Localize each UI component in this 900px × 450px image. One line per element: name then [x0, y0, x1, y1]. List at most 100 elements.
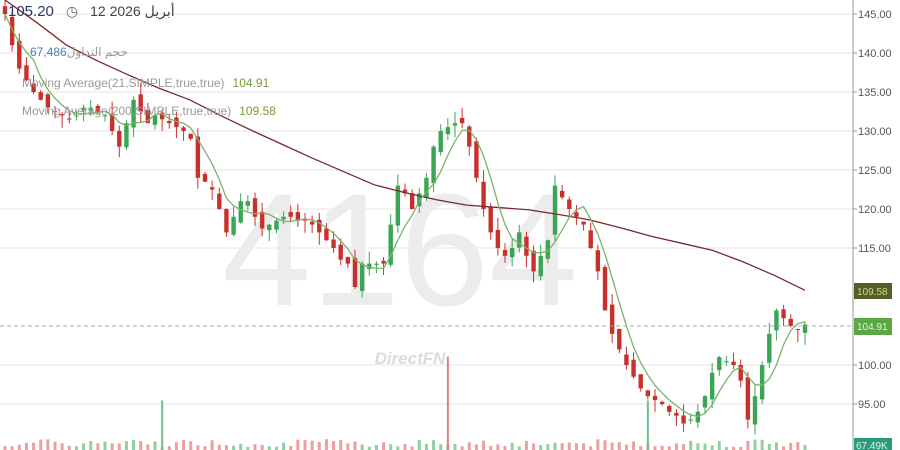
volume-bar — [624, 444, 628, 450]
volume-bar — [489, 445, 493, 450]
volume-bar — [632, 441, 636, 450]
candle-body — [88, 107, 93, 111]
volume-bar — [774, 442, 778, 450]
legend-value: 109.58 — [239, 104, 276, 118]
candle-body — [567, 199, 572, 209]
candle-body — [95, 105, 101, 112]
volume-bar — [124, 441, 128, 450]
candle-body — [9, 16, 15, 46]
volume-bar — [224, 445, 228, 450]
candle-body — [638, 374, 643, 389]
candle-body — [795, 329, 801, 331]
chart-header: 105.20 ◷ 12 2026 أبريل — [8, 3, 175, 20]
volume-bar — [617, 442, 621, 450]
volume-bar — [210, 440, 214, 450]
volume-bar — [803, 445, 807, 450]
volume-bar — [746, 440, 750, 450]
candle-body — [774, 310, 779, 331]
volume-bar — [196, 445, 200, 450]
candle-body — [267, 224, 272, 231]
y-tick-label: 95.00 — [858, 399, 886, 411]
ma200-badge-value: 109.58 — [857, 287, 888, 298]
volume-badge — [854, 438, 892, 450]
volume-bar — [132, 440, 136, 450]
volume-bar — [346, 443, 350, 450]
candle-body — [217, 193, 222, 209]
volume-bar — [46, 439, 50, 450]
y-axis[interactable]: 145.00 140.00 135.00 130.00 125.00 120.00 115.… — [853, 9, 892, 411]
y-tick-label: 145.00 — [858, 9, 892, 21]
candle-body — [238, 201, 243, 223]
volume-bar — [417, 439, 421, 450]
candle-body — [102, 115, 108, 117]
volume-bar — [660, 445, 664, 450]
volume-bar — [753, 439, 757, 450]
volume-bar — [3, 446, 7, 450]
volume-bar — [103, 441, 107, 450]
y-tick-label: 130.00 — [858, 126, 892, 138]
candle-body — [745, 377, 751, 420]
volume-bar — [703, 443, 707, 450]
candle-body — [788, 318, 793, 326]
candle-body — [452, 123, 458, 126]
candle-body — [467, 126, 472, 147]
volume-bar — [89, 440, 93, 450]
volume-bar — [439, 444, 443, 450]
candle-body — [167, 120, 172, 124]
volume-bar — [74, 446, 78, 450]
volume-bar — [724, 446, 728, 450]
volume-bar — [560, 443, 564, 450]
volume-bar — [796, 442, 800, 450]
candle-body — [402, 189, 408, 194]
candle-body — [395, 185, 401, 226]
candle-body — [802, 324, 808, 333]
volume-bar — [396, 446, 400, 450]
volume-bars — [3, 356, 807, 450]
candle-body — [459, 117, 465, 124]
candle-body — [138, 94, 143, 112]
candle-body — [352, 257, 358, 287]
volume-bar — [10, 446, 14, 450]
candle-body — [724, 361, 729, 363]
candle-body — [152, 115, 158, 125]
candle-body — [252, 198, 258, 217]
volume-bar — [546, 444, 550, 450]
volume-bar — [453, 443, 457, 450]
legend-label: Moving Average(21,SIMPLE,true,true) — [22, 76, 225, 90]
candle-body — [38, 92, 43, 100]
volume-bar — [167, 446, 171, 450]
volume-bar — [217, 444, 221, 450]
candle-body — [738, 365, 743, 381]
candle-body — [245, 201, 251, 206]
candle-body — [545, 240, 551, 259]
volume-bar — [667, 446, 671, 450]
candle-body — [338, 244, 343, 260]
clock-icon: ◷ — [65, 3, 79, 19]
candle-body — [481, 181, 486, 209]
candle-body — [67, 118, 72, 120]
volume-bar — [360, 444, 364, 450]
volume-bar — [574, 443, 578, 450]
volume-bar — [53, 441, 57, 450]
volume-bar — [153, 441, 157, 450]
candle-body — [681, 415, 686, 424]
candle-body — [74, 115, 79, 117]
volume-bar — [139, 441, 143, 450]
candle-body — [31, 83, 36, 92]
candle-body — [109, 113, 115, 131]
candle-body — [24, 65, 29, 81]
y-tick-label: 140.00 — [858, 48, 892, 60]
volume-bar — [389, 444, 393, 450]
candle-body — [281, 216, 286, 220]
volume-bar — [517, 446, 521, 450]
volume-bar — [246, 446, 250, 450]
volume-bar — [432, 440, 436, 450]
volume-bar — [182, 439, 186, 450]
candle-body — [181, 127, 186, 131]
candle-body — [2, 6, 8, 14]
volume-bar — [339, 439, 343, 450]
volume-spike — [446, 356, 449, 450]
candle-body — [309, 221, 315, 225]
candle-body — [159, 112, 165, 120]
